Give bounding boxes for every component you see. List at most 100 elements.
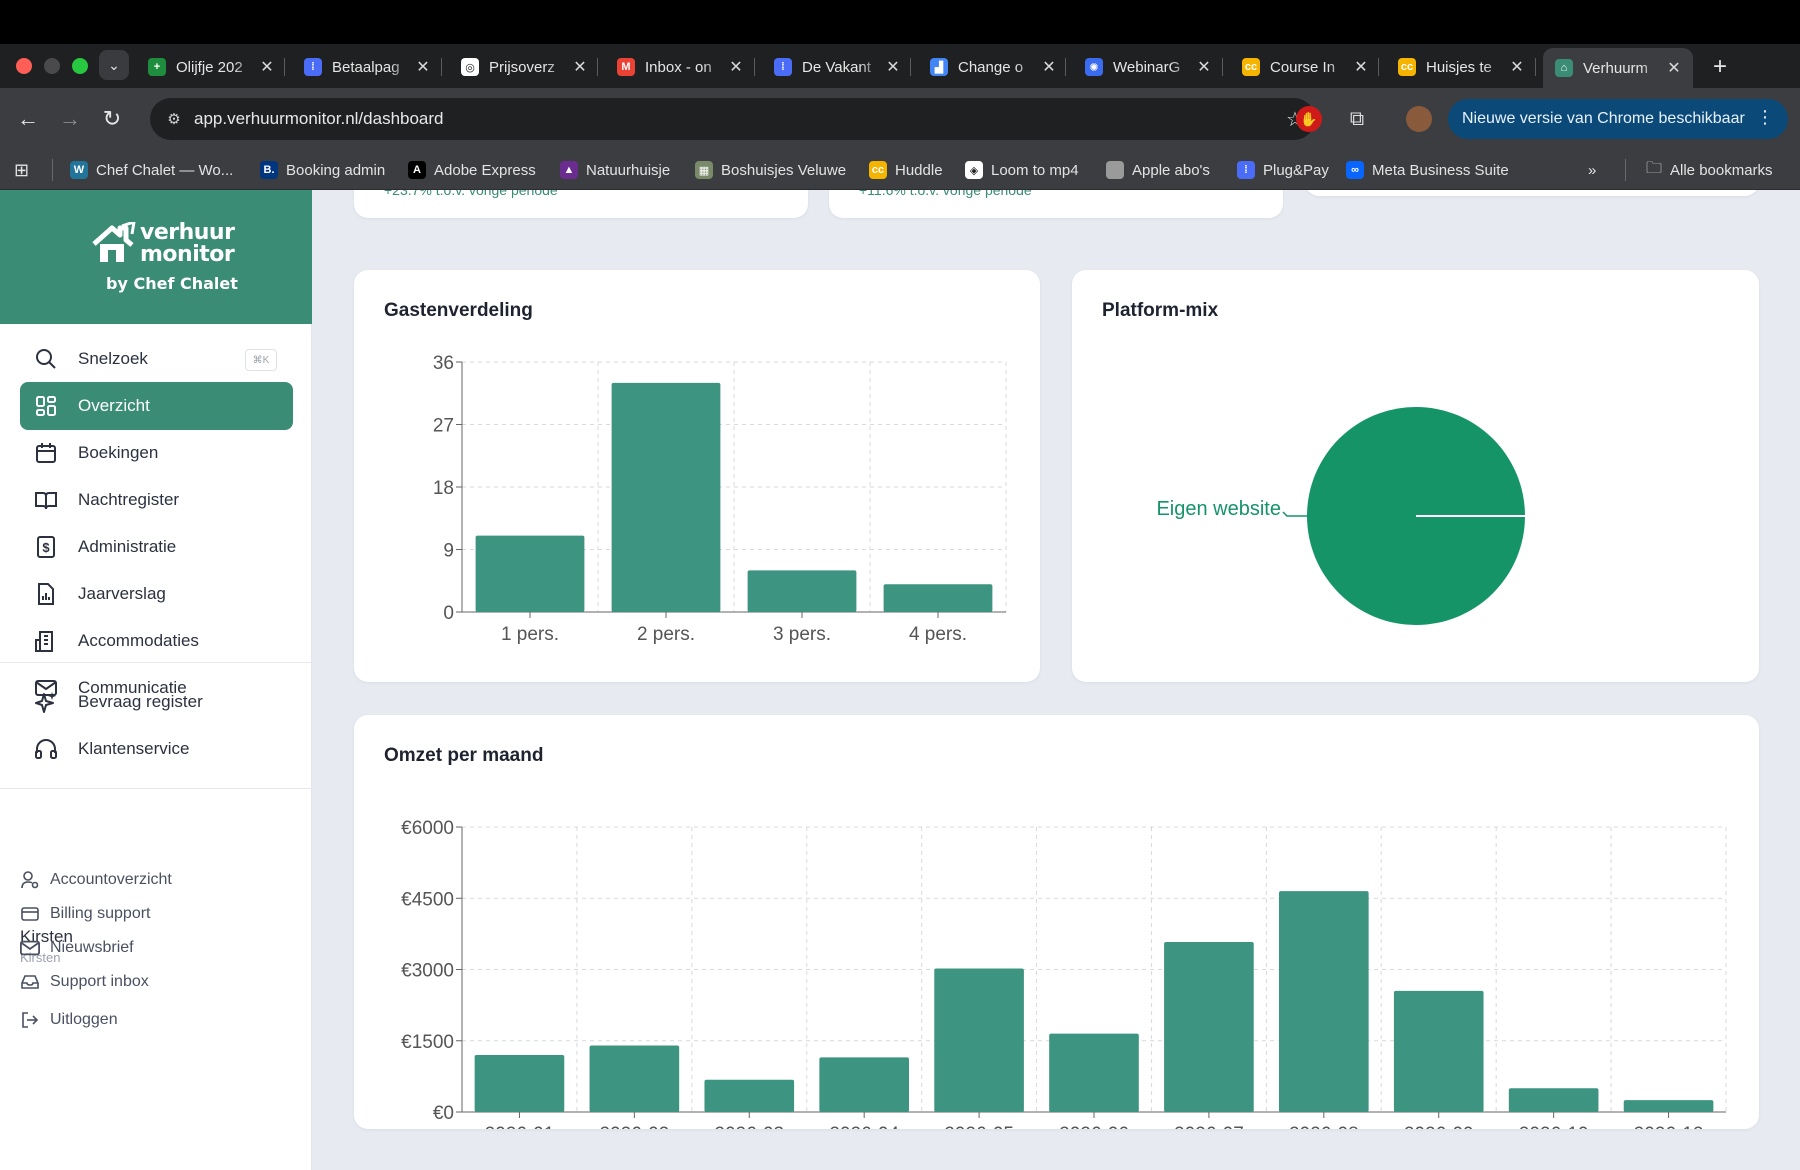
card-icon bbox=[20, 904, 40, 924]
bookmark-favicon-icon: ▲ bbox=[560, 161, 578, 179]
sidebar-item-communicatie[interactable]: Communicatie bbox=[20, 664, 293, 712]
bookmark-item[interactable]: Apple abo's bbox=[1106, 156, 1210, 184]
bookmark-favicon-icon: B. bbox=[260, 161, 278, 179]
quick-search-label: Snelzoek bbox=[78, 349, 148, 368]
browser-tab[interactable]: M Inbox - on ✕ bbox=[605, 50, 755, 84]
tab-title: Betaalpag bbox=[332, 58, 400, 76]
browser-tab[interactable]: ◎ Prijsoverz ✕ bbox=[449, 50, 599, 84]
new-tab-button[interactable]: + bbox=[1705, 52, 1735, 82]
close-tab-icon[interactable]: ✕ bbox=[1197, 59, 1211, 76]
bookmark-label: Huddle bbox=[895, 161, 943, 179]
account-link-accountoverzicht[interactable]: Accountoverzicht bbox=[20, 867, 172, 893]
chrome-update-button[interactable]: Nieuwe versie van Chrome beschikbaar ⋮ bbox=[1448, 99, 1788, 139]
headset-icon bbox=[34, 737, 58, 761]
bookmarks-bar bbox=[0, 150, 1800, 190]
reload-button[interactable]: ↻ bbox=[96, 103, 128, 135]
sidebar-item-accommodaties[interactable]: Accommodaties bbox=[20, 617, 293, 665]
profile-avatar[interactable] bbox=[1406, 106, 1432, 132]
tab-favicon-icon: ⁞ bbox=[774, 58, 792, 76]
close-tab-icon[interactable]: ✕ bbox=[260, 59, 274, 76]
sidebar-item-klantenservice[interactable]: Klantenservice bbox=[20, 725, 293, 773]
sidebar-item-jaarverslag[interactable]: Jaarverslag bbox=[20, 570, 293, 618]
sidebar-item-nachtregister[interactable]: Nachtregister bbox=[20, 476, 293, 524]
sidebar: verhuur monitor by Chef Chalet Snelzoek … bbox=[0, 190, 312, 1170]
browser-tab[interactable]: ▟ Change o ✕ bbox=[918, 50, 1068, 84]
browser-tab[interactable]: ⁞ De Vakant ✕ bbox=[762, 50, 912, 84]
bookmark-label: Adobe Express bbox=[434, 161, 536, 179]
browser-tab[interactable]: cc Huisjes te ✕ bbox=[1386, 50, 1536, 84]
sidebar-item-bevraag-register[interactable]: Bevraag register bbox=[20, 678, 293, 726]
apps-grid-icon[interactable]: ⊞ bbox=[14, 159, 30, 180]
close-tab-icon[interactable]: ✕ bbox=[729, 59, 743, 76]
bookmark-item[interactable]: B. Booking admin bbox=[260, 156, 385, 184]
bookmark-label: Natuurhuisje bbox=[586, 161, 671, 179]
close-tab-icon[interactable]: ✕ bbox=[1510, 59, 1524, 76]
x-tick-label: 2026-06 bbox=[1059, 1124, 1129, 1129]
extension-icon[interactable]: ✋ bbox=[1296, 106, 1322, 132]
brand-logo[interactable]: verhuur monitor by Chef Chalet bbox=[0, 190, 312, 324]
browser-tab[interactable]: ⁞ Betaalpag ✕ bbox=[292, 50, 442, 84]
close-tab-icon[interactable]: ✕ bbox=[1667, 60, 1681, 77]
bookmark-label: Booking admin bbox=[286, 161, 386, 179]
sidebar-item-label: Administratie bbox=[78, 537, 177, 556]
close-window-button[interactable] bbox=[16, 58, 32, 74]
close-tab-icon[interactable]: ✕ bbox=[886, 59, 900, 76]
quick-search[interactable]: Snelzoek ⌘K bbox=[20, 335, 293, 383]
tab-title: Course In bbox=[1270, 58, 1336, 76]
extensions-puzzle-icon[interactable]: ⧉ bbox=[1349, 107, 1365, 130]
url-text[interactable]: app.verhuurmonitor.nl/dashboard bbox=[194, 109, 444, 128]
bar bbox=[704, 1079, 795, 1112]
back-button[interactable]: ← bbox=[12, 103, 44, 135]
close-tab-icon[interactable]: ✕ bbox=[1354, 59, 1368, 76]
bookmark-item[interactable]: ⁞ Plug&Pay bbox=[1237, 156, 1329, 184]
tab-title: WebinarG bbox=[1113, 58, 1181, 76]
revenue-title: Omzet per maand bbox=[384, 745, 544, 766]
bookmark-item[interactable]: A Adobe Express bbox=[408, 156, 536, 184]
bookmark-item[interactable]: ▦ Boshuisjes Veluwe bbox=[695, 156, 846, 184]
account-link-nieuwsbrief[interactable]: Nieuwsbrief bbox=[20, 935, 134, 961]
sidebar-item-boekingen[interactable]: Boekingen bbox=[20, 429, 293, 477]
bookmark-item[interactable]: ∞ Meta Business Suite bbox=[1346, 156, 1509, 184]
address-bar[interactable]: ⚙ app.verhuurmonitor.nl/dashboard ☆ bbox=[150, 98, 1315, 140]
forward-button[interactable]: → bbox=[54, 103, 86, 135]
bookmark-item[interactable]: W Chef Chalet — Wo... bbox=[70, 156, 233, 184]
more-bookmarks-button[interactable]: » bbox=[1588, 161, 1597, 179]
tab-favicon-icon: ⌂ bbox=[1555, 59, 1573, 77]
brand-line1: verhuur bbox=[140, 220, 235, 245]
bookmark-label: Plug&Pay bbox=[1263, 161, 1329, 179]
bar bbox=[1279, 891, 1369, 1112]
dashboard-icon bbox=[34, 394, 58, 418]
bookmark-item[interactable]: ▲ Natuurhuisje bbox=[560, 156, 670, 184]
x-tick-label: 2026-08 bbox=[1289, 1124, 1359, 1129]
sidebar-item-label: Boekingen bbox=[78, 443, 159, 462]
bookmark-item[interactable]: cc Huddle bbox=[869, 156, 943, 184]
guest-distribution-card: Gastenverdeling 0 9 18 27 36 1 pers. 2 pers. 3 … bbox=[354, 270, 1040, 682]
account-link-billing-support[interactable]: Billing support bbox=[20, 901, 151, 927]
sidebar-item-administratie[interactable]: $ Administratie bbox=[20, 523, 293, 571]
site-info-icon[interactable]: ⚙ bbox=[167, 111, 181, 128]
y-tick-label: €4500 bbox=[401, 889, 454, 910]
x-tick-label: 2 pers. bbox=[637, 624, 695, 645]
maximize-window-button[interactable] bbox=[72, 58, 88, 74]
close-tab-icon[interactable]: ✕ bbox=[573, 59, 587, 76]
sidebar-item-overzicht[interactable]: Overzicht bbox=[20, 382, 293, 430]
account-link-label: Uitloggen bbox=[50, 1011, 118, 1028]
close-tab-icon[interactable]: ✕ bbox=[1042, 59, 1056, 76]
x-tick-label: 2026-09 bbox=[1404, 1124, 1474, 1129]
bar bbox=[589, 1045, 680, 1112]
minimize-window-button[interactable] bbox=[44, 58, 60, 74]
tab-title: Olijfje 202 bbox=[176, 58, 243, 76]
bookmark-item[interactable]: ◈ Loom to mp4 bbox=[965, 156, 1079, 184]
browser-tab[interactable]: ⌂ Verhuurm ✕ bbox=[1543, 48, 1693, 88]
browser-tab[interactable]: + Olijfje 202 ✕ bbox=[136, 50, 286, 84]
close-tab-icon[interactable]: ✕ bbox=[416, 59, 430, 76]
tab-favicon-icon: + bbox=[148, 58, 166, 76]
platform-mix-title: Platform-mix bbox=[1102, 300, 1219, 321]
all-bookmarks-button[interactable]: 🗀 Alle bookmarks bbox=[1646, 156, 1773, 184]
browser-tab[interactable]: cc Course In ✕ bbox=[1230, 50, 1380, 84]
tab-search-button[interactable]: ⌄ bbox=[99, 50, 129, 80]
account-link-support-inbox[interactable]: Support inbox bbox=[20, 969, 149, 995]
browser-tab[interactable]: ✺ WebinarG ✕ bbox=[1073, 50, 1223, 84]
account-link-uitloggen[interactable]: Uitloggen bbox=[20, 1007, 118, 1033]
x-tick-label: 2026-10 bbox=[1519, 1124, 1589, 1129]
